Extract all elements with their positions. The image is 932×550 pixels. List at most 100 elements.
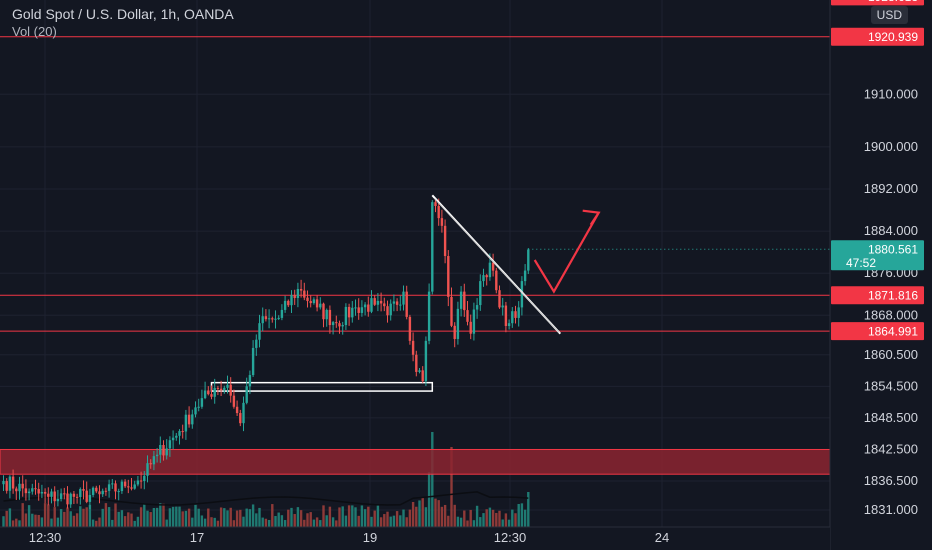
candle-body xyxy=(136,480,140,485)
volume-bar xyxy=(50,518,53,527)
volume-bar xyxy=(95,520,98,527)
volume-bar xyxy=(146,510,149,527)
level-price-tag[interactable] xyxy=(831,0,924,6)
volume-bar xyxy=(277,512,280,527)
support-zone-lower[interactable] xyxy=(0,448,831,475)
volume-bar xyxy=(283,520,287,527)
volume-bar xyxy=(511,509,514,527)
volume-bar xyxy=(379,517,383,527)
volume-bar xyxy=(197,508,200,527)
candle-body xyxy=(197,406,200,408)
volume-bar xyxy=(15,518,18,527)
price-tick-label: 1860.500 xyxy=(864,347,918,362)
candle-body xyxy=(338,323,341,327)
candle-body xyxy=(184,414,188,432)
candle-body xyxy=(152,456,156,465)
volume-bar xyxy=(290,507,293,527)
volume-bar xyxy=(34,514,37,527)
candle-body xyxy=(21,483,24,489)
candle-body xyxy=(203,390,207,399)
candle-body xyxy=(328,309,332,326)
candle-body xyxy=(523,270,527,282)
candle-body xyxy=(248,375,252,387)
candle-body xyxy=(507,323,511,326)
candle-body xyxy=(367,304,370,312)
volume-bar xyxy=(347,505,351,527)
candle-body xyxy=(274,318,277,320)
price-tick-label: 1868.000 xyxy=(864,307,918,322)
candle-body xyxy=(456,308,460,339)
projection-arrow-head[interactable] xyxy=(582,209,601,226)
candle-body xyxy=(40,491,44,494)
volume-bar xyxy=(207,508,210,527)
candle-body xyxy=(178,431,181,436)
volume-bar xyxy=(210,517,213,527)
projection-arrow[interactable] xyxy=(533,212,600,294)
volume-bar xyxy=(354,507,357,527)
volume-bar xyxy=(261,517,264,527)
candle-body xyxy=(88,494,92,502)
candle-body xyxy=(27,491,31,494)
volume-bar xyxy=(357,515,360,527)
candle-body xyxy=(280,309,284,318)
volume-bar xyxy=(213,517,216,527)
volume-bar xyxy=(437,500,440,527)
volume-bar xyxy=(453,504,456,527)
currency-badge[interactable]: USD xyxy=(870,6,908,24)
candle-body xyxy=(271,318,274,320)
level-price-tag[interactable] xyxy=(831,322,924,341)
support-zones[interactable] xyxy=(0,381,831,475)
volume-bar xyxy=(37,514,40,527)
candle-body xyxy=(191,414,194,425)
candle-body xyxy=(229,384,232,396)
volume-bar xyxy=(245,508,248,527)
volume-bar xyxy=(383,514,386,527)
volume-bar xyxy=(411,501,415,527)
candle-body xyxy=(5,481,8,491)
candle-body xyxy=(245,386,248,403)
volume-bar xyxy=(325,515,328,527)
horizontal-level-lines[interactable] xyxy=(0,0,830,332)
price-tick-label: 1892.000 xyxy=(864,181,918,196)
volume-bar xyxy=(395,511,399,527)
candle-body xyxy=(162,445,165,456)
candle-body xyxy=(479,281,482,306)
volume-bar xyxy=(463,510,466,527)
candle-body xyxy=(335,322,338,324)
volume-bar xyxy=(114,503,117,527)
volume-bar xyxy=(223,508,226,527)
volume-bar xyxy=(239,509,242,527)
level-price-tag[interactable] xyxy=(831,27,924,46)
volume-bar xyxy=(229,507,232,527)
volume-bar xyxy=(155,507,159,527)
volume-bar xyxy=(165,519,168,527)
volume-bar xyxy=(523,509,527,527)
volume-bar xyxy=(498,510,501,527)
candle-body xyxy=(283,300,287,310)
time-axis[interactable]: 12:30 17 19 12:30 24 xyxy=(0,526,830,550)
price-axis[interactable]: 1910.0001900.0001892.0001884.0001876.000… xyxy=(829,0,932,550)
volume-bar xyxy=(495,512,498,527)
trendline-channel[interactable] xyxy=(433,197,560,334)
candle-body xyxy=(226,384,229,388)
volume-bar xyxy=(251,504,255,527)
candle-body xyxy=(82,489,85,491)
last-price-tag[interactable] xyxy=(831,240,924,271)
volume-bar xyxy=(31,513,34,527)
level-price-tag[interactable] xyxy=(831,286,924,305)
volume-bar xyxy=(341,506,344,527)
candle-body xyxy=(447,256,450,297)
candle-body xyxy=(373,298,376,305)
candle-body xyxy=(517,307,520,318)
symbol-title[interactable]: Gold Spot / U.S. Dollar, 1h, OANDA xyxy=(12,6,234,22)
volume-indicator-label[interactable]: Vol (20) xyxy=(12,24,57,39)
candle-body xyxy=(408,316,412,341)
candle-body xyxy=(306,297,309,302)
volume-bar xyxy=(293,514,296,527)
candle-body xyxy=(376,300,380,305)
candle-body xyxy=(18,483,21,492)
candle-body xyxy=(24,488,28,494)
drawings[interactable] xyxy=(431,194,601,335)
level-price-label: 1928.613 xyxy=(868,0,918,4)
